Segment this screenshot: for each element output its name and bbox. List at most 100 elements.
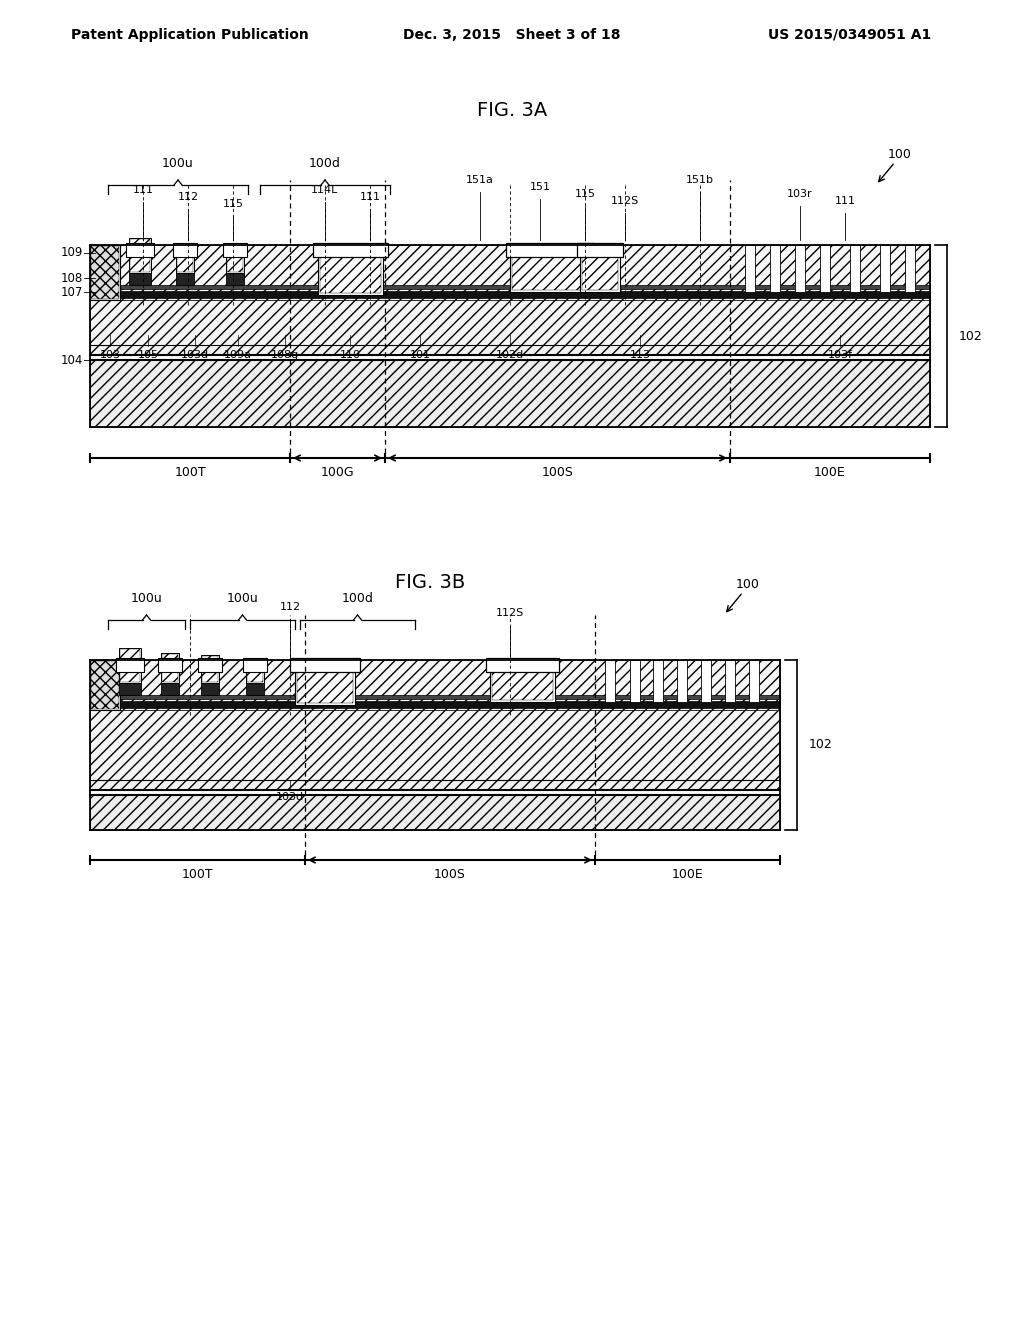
Text: 110: 110 xyxy=(340,350,360,360)
Bar xyxy=(91,661,119,709)
Bar xyxy=(701,660,711,702)
Text: 101: 101 xyxy=(410,350,430,360)
Bar xyxy=(161,682,179,696)
Bar xyxy=(90,795,780,830)
Bar xyxy=(653,660,663,702)
Bar xyxy=(226,246,244,273)
Bar xyxy=(173,243,197,257)
Text: 112S: 112S xyxy=(611,195,639,206)
Bar xyxy=(201,655,219,682)
Text: 100T: 100T xyxy=(181,867,213,880)
Bar xyxy=(202,656,218,682)
Bar xyxy=(510,246,590,292)
Bar xyxy=(512,247,588,290)
Text: 103: 103 xyxy=(99,350,121,360)
Bar xyxy=(176,273,194,285)
Bar xyxy=(227,246,243,272)
Bar xyxy=(749,660,759,702)
Text: 109: 109 xyxy=(60,247,83,260)
Text: 112: 112 xyxy=(280,602,301,612)
Bar xyxy=(506,243,594,257)
Text: US 2015/0349051 A1: US 2015/0349051 A1 xyxy=(768,28,932,42)
Text: 102: 102 xyxy=(809,738,833,751)
Text: FIG. 3B: FIG. 3B xyxy=(395,573,465,591)
Bar xyxy=(313,243,388,257)
Text: 112: 112 xyxy=(177,191,199,202)
Text: 100S: 100S xyxy=(542,466,573,479)
Text: 112S: 112S xyxy=(496,609,524,618)
Bar xyxy=(745,246,755,292)
Bar xyxy=(630,660,640,702)
Bar xyxy=(226,273,244,285)
Bar xyxy=(318,246,383,294)
Text: 103d: 103d xyxy=(181,350,209,360)
Text: 104: 104 xyxy=(60,354,83,367)
Bar xyxy=(90,345,930,355)
Text: 111: 111 xyxy=(835,195,855,206)
Bar xyxy=(161,653,179,682)
Text: Dec. 3, 2015   Sheet 3 of 18: Dec. 3, 2015 Sheet 3 of 18 xyxy=(403,28,621,42)
Bar xyxy=(246,682,264,696)
Text: 151b: 151b xyxy=(686,176,714,185)
Text: 100G: 100G xyxy=(321,466,354,479)
Text: 100d: 100d xyxy=(342,591,374,605)
Bar xyxy=(905,246,915,292)
Bar xyxy=(201,682,219,696)
Text: 111: 111 xyxy=(359,191,381,202)
Bar xyxy=(243,657,267,672)
Bar xyxy=(130,239,150,272)
Bar xyxy=(116,657,144,672)
Bar xyxy=(290,657,360,672)
Text: Patent Application Publication: Patent Application Publication xyxy=(71,28,309,42)
Text: 100T: 100T xyxy=(174,466,206,479)
Bar xyxy=(90,285,930,289)
Bar xyxy=(725,660,735,702)
Text: 115: 115 xyxy=(222,199,244,209)
Bar xyxy=(198,657,222,672)
Bar xyxy=(90,696,780,700)
Text: 111: 111 xyxy=(132,185,154,195)
Bar xyxy=(577,243,623,257)
Bar xyxy=(90,360,930,426)
Bar xyxy=(91,246,119,300)
Bar xyxy=(90,710,780,780)
Text: 100u: 100u xyxy=(131,591,163,605)
Bar xyxy=(119,682,141,696)
Bar xyxy=(177,244,193,272)
Bar xyxy=(582,247,618,290)
Bar xyxy=(492,663,553,700)
Text: 103d: 103d xyxy=(275,792,304,803)
Text: 100u: 100u xyxy=(162,157,194,170)
Bar xyxy=(90,660,780,710)
Bar xyxy=(90,246,120,300)
Bar xyxy=(90,660,120,710)
Bar xyxy=(120,649,140,682)
Bar xyxy=(90,300,930,345)
Bar xyxy=(297,663,353,704)
Bar xyxy=(90,701,780,708)
Bar xyxy=(129,273,151,285)
Text: 113: 113 xyxy=(630,350,650,360)
Bar xyxy=(119,648,141,682)
Bar xyxy=(158,657,182,672)
Text: 100d: 100d xyxy=(309,157,341,170)
Bar xyxy=(90,246,930,300)
Text: 108: 108 xyxy=(60,272,83,285)
Bar xyxy=(820,246,830,292)
Text: 102: 102 xyxy=(959,330,983,342)
Text: 108g: 108g xyxy=(271,350,299,360)
Bar xyxy=(162,653,178,682)
Text: 103r: 103r xyxy=(787,189,813,199)
Text: 115: 115 xyxy=(574,189,596,199)
Bar xyxy=(319,247,381,293)
Bar xyxy=(795,246,805,292)
Text: 151: 151 xyxy=(529,182,551,191)
Bar xyxy=(850,246,860,292)
Text: 100E: 100E xyxy=(814,466,846,479)
Text: 100: 100 xyxy=(736,578,760,591)
Text: 105: 105 xyxy=(137,350,159,360)
Bar xyxy=(605,660,615,702)
Bar xyxy=(490,660,555,702)
Bar xyxy=(880,246,890,292)
Text: 114L: 114L xyxy=(311,185,339,195)
